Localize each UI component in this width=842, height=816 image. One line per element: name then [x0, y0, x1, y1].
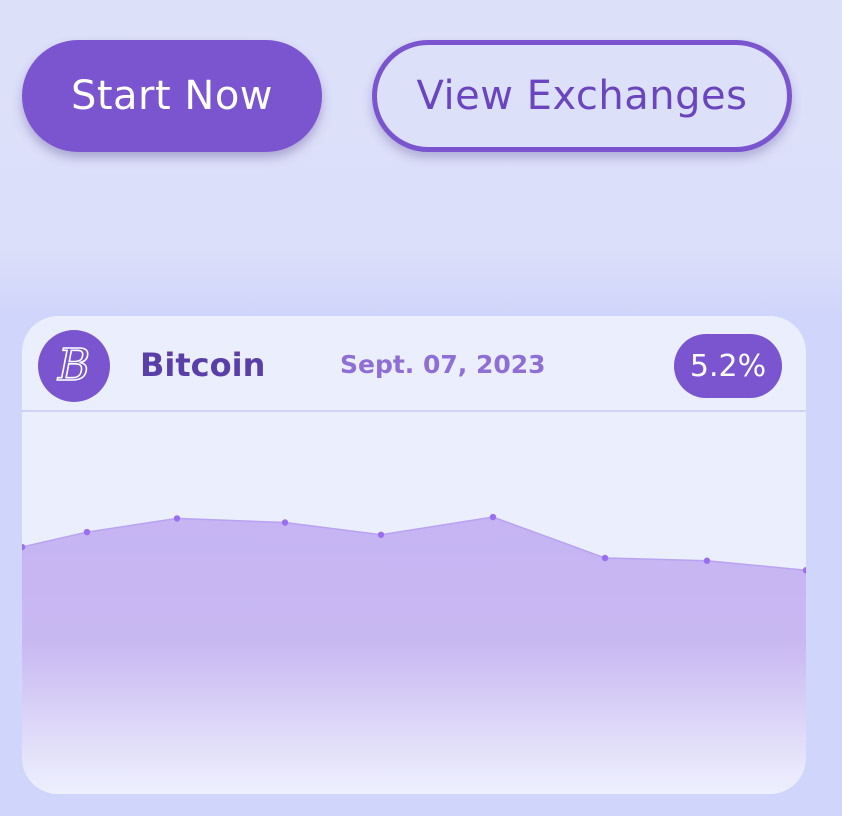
- price-area: [22, 517, 806, 794]
- coin-initial: B: [57, 340, 90, 391]
- data-point: [489, 513, 497, 521]
- data-point: [377, 531, 385, 538]
- view-exchanges-label: View Exchanges: [416, 73, 748, 119]
- coin-name: Bitcoin: [140, 346, 266, 384]
- coin-card-header: B Bitcoin Sept. 07, 2023 5.2%: [22, 316, 806, 412]
- data-point: [703, 557, 711, 564]
- data-point: [601, 554, 609, 562]
- start-now-button[interactable]: Start Now: [22, 40, 322, 152]
- start-now-label: Start Now: [70, 73, 274, 119]
- data-point: [173, 515, 181, 522]
- view-exchanges-button[interactable]: View Exchanges: [372, 40, 792, 152]
- data-point: [281, 519, 289, 526]
- price-area-chart: [22, 513, 806, 794]
- data-point: [22, 543, 26, 551]
- change-badge: 5.2%: [674, 334, 782, 398]
- bitcoin-logo-glyph: B: [56, 339, 91, 392]
- coin-card[interactable]: B Bitcoin Sept. 07, 2023 5.2%: [22, 316, 806, 794]
- data-point: [802, 567, 806, 574]
- change-value: 5.2%: [689, 348, 767, 384]
- data-point: [83, 528, 91, 536]
- coin-date: Sept. 07, 2023: [340, 350, 546, 379]
- bitcoin-logo-icon: B: [38, 330, 110, 402]
